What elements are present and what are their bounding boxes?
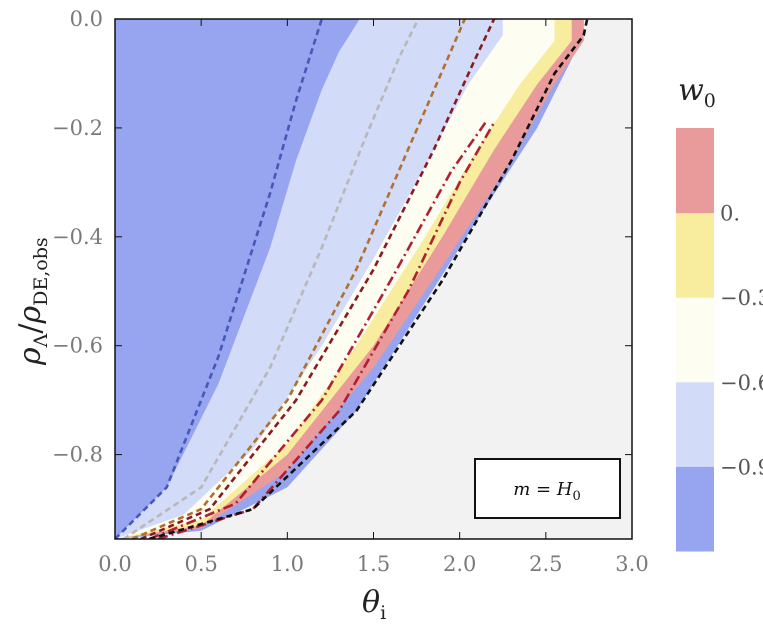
colorbar-labels: 0. −0.3 −0.6 −0.9 <box>720 202 763 480</box>
series-line-6 <box>149 19 589 539</box>
colorbar-tick-label: −0.9 <box>720 455 763 479</box>
colorbar-bin <box>676 212 714 298</box>
colorbar-bin <box>676 466 714 552</box>
annotation-sub: 0 <box>573 489 581 504</box>
series-line-0 <box>115 19 324 539</box>
colorbar-tick-label: 0. <box>720 202 740 226</box>
y-axis-title-sub2: DE,obs <box>30 237 52 306</box>
colorbar-bin <box>676 297 714 383</box>
annotation-frame <box>474 458 621 519</box>
plot-area <box>115 19 632 539</box>
x-axis-title: θi <box>362 585 386 624</box>
annotation-box: m = H0 <box>474 458 621 519</box>
color-regions <box>115 19 584 539</box>
y-tick-label: −0.2 <box>52 116 103 140</box>
x-tick-label: 2.5 <box>529 552 562 576</box>
annotation-main: m = H <box>513 479 573 500</box>
series-line-2 <box>131 19 466 539</box>
y-tick-label: −0.4 <box>52 225 103 249</box>
colorbar-title-sub: 0 <box>704 90 716 112</box>
y-axis-title-rho1: ρ <box>13 347 48 366</box>
series-line-3 <box>140 19 496 539</box>
x-axis-ticks: 0.0 0.5 1.0 1.5 2.0 2.5 3.0 <box>98 19 649 576</box>
colorbar-title: w0 <box>678 73 716 112</box>
colorbar-tick-label: −0.6 <box>720 371 763 395</box>
y-tick-label: 0.0 <box>70 7 103 31</box>
colorbar-bins <box>676 128 714 552</box>
y-tick-label: −0.8 <box>52 443 103 467</box>
y-axis-title-slash: / <box>13 323 48 334</box>
colorbar-title-symbol: w <box>678 73 704 108</box>
x-tick-label: 1.5 <box>357 552 390 576</box>
x-axis-title-symbol: θ <box>362 585 380 620</box>
colorbar: w0 0. −0.3 −0.6 −0.9 <box>676 73 763 552</box>
region-0 <box>115 19 360 539</box>
x-tick-label: 0.0 <box>98 552 131 576</box>
colorbar-bin <box>676 128 714 214</box>
colorbar-bin <box>676 381 714 467</box>
curve-series <box>115 19 589 539</box>
y-axis-ticks: 0.0 −0.2 −0.4 −0.6 −0.8 <box>52 7 632 467</box>
annotation-text: m = H0 <box>513 479 581 504</box>
colorbar-tick-label: −0.3 <box>720 286 763 310</box>
x-axis-title-sub: i <box>380 602 386 624</box>
series-line-4 <box>149 121 487 539</box>
y-axis-title: ρΛ/ρDE,obs <box>13 237 52 366</box>
x-tick-label: 1.0 <box>271 552 304 576</box>
x-tick-label: 0.5 <box>184 552 217 576</box>
y-axis-title-sub1: Λ <box>30 333 52 348</box>
y-axis-title-rho2: ρ <box>13 306 48 325</box>
x-tick-label: 3.0 <box>615 552 648 576</box>
series-line-1 <box>122 19 420 539</box>
x-tick-label: 2.0 <box>443 552 476 576</box>
y-tick-label: −0.6 <box>52 334 103 358</box>
